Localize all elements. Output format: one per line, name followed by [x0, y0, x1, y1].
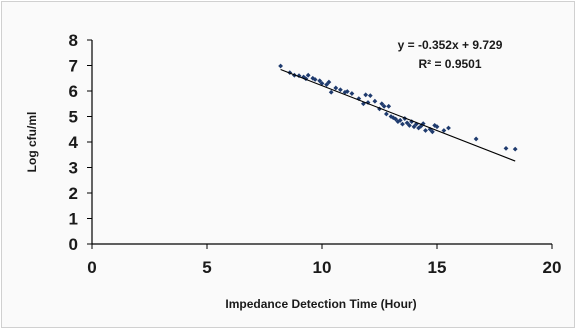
data-point — [407, 123, 412, 128]
data-point — [377, 106, 382, 112]
data-points — [278, 63, 518, 152]
data-point — [372, 98, 378, 104]
data-point — [363, 92, 369, 98]
trendline-line — [280, 69, 516, 162]
y-tick-label: 8 — [69, 31, 78, 50]
y-tick-label: 0 — [69, 235, 78, 254]
x-tick-label: 0 — [87, 258, 96, 277]
data-point — [305, 72, 311, 78]
data-point — [381, 103, 387, 109]
x-axis: 0 5 10 15 20 — [87, 243, 562, 277]
data-point — [434, 124, 440, 130]
x-tick-label: 5 — [202, 258, 211, 277]
data-point — [473, 136, 479, 142]
data-point — [411, 124, 417, 130]
data-point — [386, 103, 392, 109]
data-point — [388, 114, 394, 119]
y-axis-title: Log cfu/ml — [25, 112, 39, 173]
x-tick-label: 15 — [428, 258, 447, 277]
data-point — [349, 91, 355, 96]
data-point — [390, 115, 396, 121]
r-squared-label: R² = 0.9501 — [418, 57, 481, 71]
data-point — [342, 89, 348, 95]
data-point — [338, 87, 343, 93]
data-point — [430, 129, 435, 135]
data-point — [312, 77, 318, 82]
data-point — [328, 89, 334, 95]
data-point — [344, 89, 350, 94]
y-axis: 0 1 2 3 4 5 6 7 8 — [69, 31, 93, 254]
data-point — [379, 101, 385, 107]
data-point — [512, 146, 518, 152]
y-tick-label: 1 — [69, 210, 78, 229]
data-point — [393, 116, 398, 122]
x-tick-label: 10 — [313, 258, 332, 277]
data-point — [317, 78, 323, 84]
data-point — [326, 79, 332, 85]
x-tick-label: 20 — [543, 258, 562, 277]
y-tick-label: 5 — [69, 108, 78, 127]
x-axis-title: Impedance Detection Time (Hour) — [225, 297, 416, 311]
data-point — [296, 73, 302, 79]
y-tick-label: 6 — [69, 82, 78, 101]
data-point — [333, 85, 339, 91]
y-tick-label: 2 — [69, 184, 78, 203]
data-point — [278, 63, 283, 69]
data-point — [365, 100, 371, 105]
data-point — [503, 145, 509, 151]
data-point — [404, 120, 410, 126]
data-point — [446, 125, 451, 131]
y-tick-label: 7 — [69, 57, 78, 76]
data-point — [324, 82, 329, 88]
data-point — [441, 128, 447, 133]
data-point — [397, 117, 403, 123]
data-point — [409, 119, 415, 124]
y-tick-label: 4 — [69, 133, 79, 152]
data-point — [423, 128, 428, 133]
data-point — [400, 121, 405, 127]
data-point — [384, 111, 389, 117]
trendline — [280, 69, 516, 162]
data-point — [367, 93, 373, 98]
data-point — [413, 121, 419, 127]
data-point — [319, 80, 325, 86]
regression-equation: y = -0.352x + 9.729 — [398, 38, 503, 52]
y-tick-label: 3 — [69, 159, 78, 178]
